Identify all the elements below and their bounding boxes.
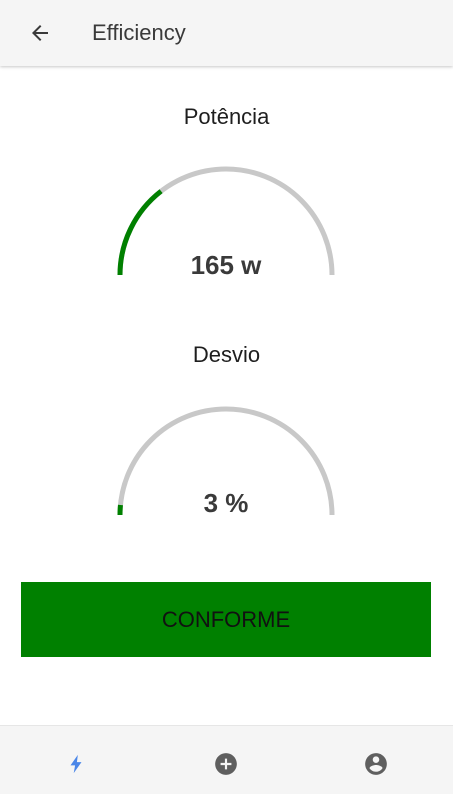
- nav-item-efficiency[interactable]: [58, 746, 94, 782]
- gauge-track: [117, 406, 335, 516]
- app-bar: Efficiency: [0, 0, 453, 66]
- page-title: Efficiency: [92, 20, 186, 45]
- gauge-fill: [117, 166, 335, 276]
- account-circle-icon: [365, 753, 387, 775]
- nav-item-account[interactable]: [358, 746, 394, 782]
- gauge-title-desvio: Desvio: [192, 342, 261, 367]
- add-circle-icon: [215, 753, 237, 775]
- gauge-value-desvio: 3 %: [203, 488, 249, 518]
- gauge-desvio: 3 %: [106, 390, 346, 520]
- lightning-bolt-icon: [70, 754, 82, 774]
- nav-item-add[interactable]: [208, 746, 244, 782]
- gauge-potencia-arc: [117, 166, 335, 276]
- gauge-desvio-arc: [117, 406, 335, 516]
- gauge-title-potencia: Potência: [183, 104, 270, 129]
- gauge-value-potencia: 165 w: [190, 250, 262, 280]
- arrow-left-icon: [32, 25, 48, 41]
- gauge-potencia: 165 w: [106, 150, 346, 280]
- status-button[interactable]: CONFORME: [21, 582, 431, 657]
- back-button[interactable]: [24, 17, 56, 49]
- bottom-nav: [0, 725, 453, 794]
